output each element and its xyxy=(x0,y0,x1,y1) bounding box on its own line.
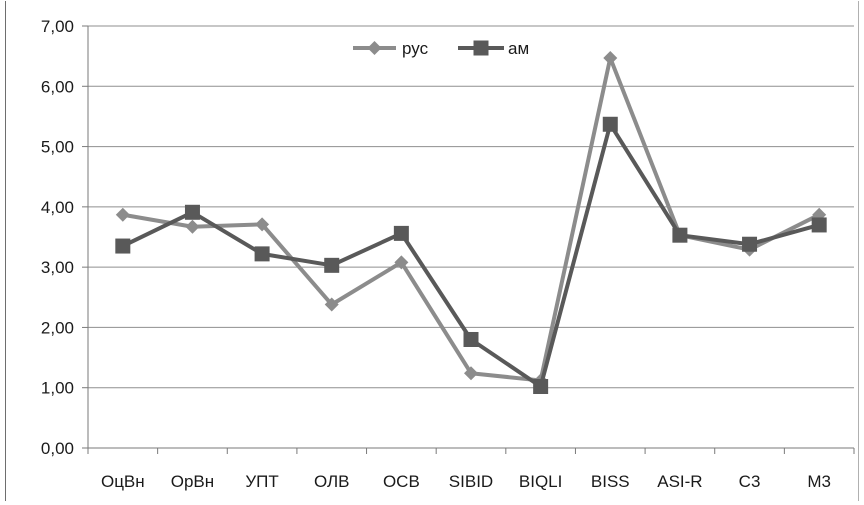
y-tick-label: 0,00 xyxy=(41,439,74,458)
data-point-square xyxy=(742,236,758,252)
x-tick-label: М3 xyxy=(807,472,831,491)
data-point-square xyxy=(463,331,479,347)
x-tick-label: ОЛВ xyxy=(314,472,350,491)
data-point-square xyxy=(115,238,131,254)
y-tick-label: 4,00 xyxy=(41,198,74,217)
data-point-diamond xyxy=(394,255,409,270)
chart-frame xyxy=(5,1,859,501)
x-tick-label: ASI-R xyxy=(657,472,702,491)
series-ам xyxy=(115,116,827,395)
y-tick-label: 5,00 xyxy=(41,138,74,157)
x-tick-label: BIQLI xyxy=(519,472,562,491)
x-axis-ticks: ОцВн ОрВн УПТ ОЛВ ОСВ SIBID BIQLI BISS ASI-R С3 М3 xyxy=(87,448,855,491)
x-tick-label: BISS xyxy=(591,472,630,491)
legend: рус ам xyxy=(353,39,529,58)
data-point-square xyxy=(533,379,549,395)
y-tick-label: 3,00 xyxy=(41,258,74,277)
series-group xyxy=(115,50,827,395)
data-point-square xyxy=(811,217,827,233)
data-point-diamond xyxy=(255,217,270,232)
data-point-diamond xyxy=(603,50,618,65)
gridlines xyxy=(88,25,854,389)
data-point-diamond xyxy=(185,219,200,234)
y-tick-label: 6,00 xyxy=(41,77,74,96)
x-tick-label: ОСВ xyxy=(383,472,420,491)
y-tick-label: 2,00 xyxy=(41,318,74,337)
x-tick-label: С3 xyxy=(739,472,761,491)
data-point-diamond xyxy=(464,366,478,381)
y-axis-ticks: 0,00 1,00 2,00 3,00 4,00 5,00 6,00 7,00 xyxy=(41,17,88,458)
data-point-diamond xyxy=(115,207,130,222)
legend-item-ам: ам xyxy=(458,39,529,58)
legend-label: рус xyxy=(402,39,429,58)
x-tick-label: ОцВн xyxy=(101,472,145,491)
y-tick-label: 7,00 xyxy=(41,17,74,36)
x-tick-label: ОрВн xyxy=(171,472,214,491)
y-tick-label: 1,00 xyxy=(41,379,74,398)
legend-item-рус: рус xyxy=(353,39,429,58)
x-tick-label: УПТ xyxy=(245,472,278,491)
data-point-square xyxy=(473,40,489,56)
data-point-square xyxy=(393,225,409,241)
data-point-square xyxy=(254,246,270,262)
legend-label: ам xyxy=(508,39,529,58)
data-point-square xyxy=(324,257,340,273)
series-line xyxy=(121,122,820,389)
axes xyxy=(87,26,854,449)
data-point-square xyxy=(184,204,200,220)
data-point-square xyxy=(672,227,688,243)
data-point-diamond xyxy=(324,297,339,312)
x-tick-label: SIBID xyxy=(449,472,493,491)
data-point-diamond xyxy=(367,41,382,55)
data-point-square xyxy=(602,116,618,132)
